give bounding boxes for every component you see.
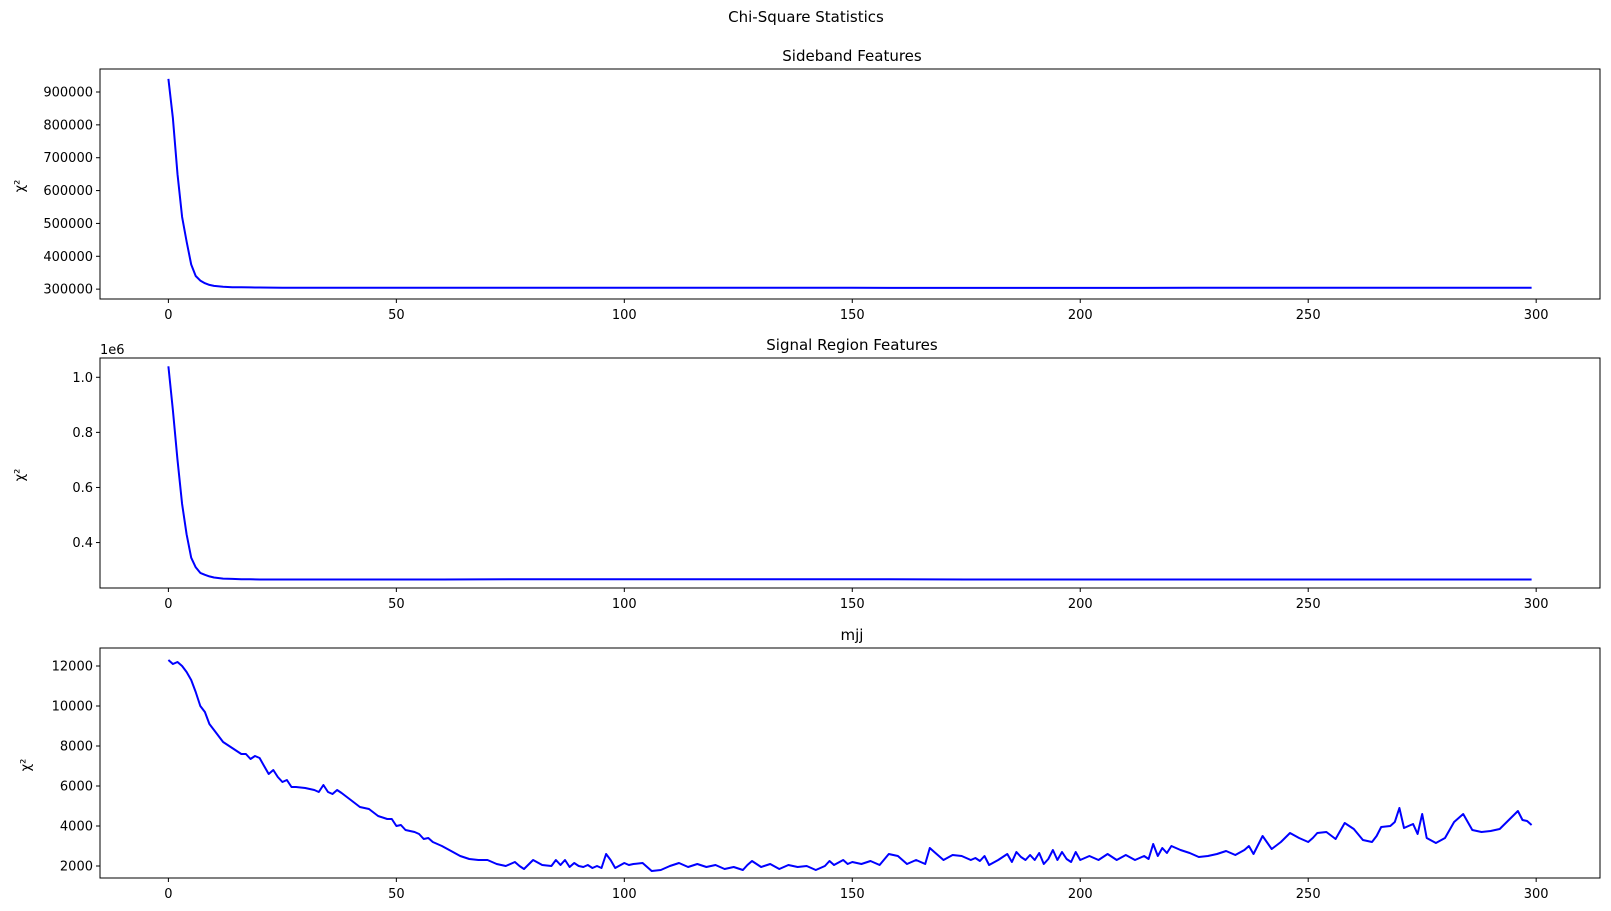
axes-frame [99, 68, 1601, 300]
y-tick-label: 8000 [60, 740, 93, 755]
y-tick-label: 0.6 [72, 481, 93, 496]
series-line [167, 78, 1532, 289]
y-tick-label: 600000 [43, 184, 93, 199]
x-tick-label: 150 [840, 597, 865, 612]
y-tick-label: 0.8 [72, 426, 93, 441]
y-tick-label: 1.0 [72, 371, 93, 386]
x-tick-label: 0 [164, 597, 172, 612]
x-tick-label: 100 [612, 597, 637, 612]
series-line [167, 366, 1532, 581]
y-axis-offset-text: 1e6 [100, 343, 125, 358]
panel-title: Signal Region Features [766, 336, 938, 354]
y-axis-label: χ² [19, 759, 34, 772]
mjj-panel: mjj χ² 0 50 100 150 200 250 300 2000 4000 6000 800… [19, 626, 1601, 902]
axes-frame [99, 647, 1601, 879]
x-tick-label: 300 [1524, 597, 1549, 612]
x-tick-label: 150 [840, 887, 865, 902]
panel-title: Sideband Features [782, 47, 922, 65]
x-tick-label: 50 [388, 887, 405, 902]
y-tick-label: 10000 [52, 700, 93, 715]
x-tick-label: 50 [388, 597, 405, 612]
y-tick-label: 900000 [43, 86, 93, 101]
sideband-features-panel: Sideband Features χ² 0 50 100 150 200 250 300 3… [13, 47, 1601, 323]
signal-region-features-panel: Signal Region Features χ² 1e6 0 50 100 150 2… [13, 336, 1601, 612]
x-tick-label: 50 [388, 308, 405, 323]
y-tick-label: 4000 [60, 820, 93, 835]
y-tick-label: 6000 [60, 780, 93, 795]
x-tick-label: 200 [1068, 887, 1093, 902]
x-tick-label: 250 [1296, 597, 1321, 612]
figure-suptitle: Chi-Square Statistics [728, 8, 884, 26]
y-axis-label: χ² [13, 469, 28, 482]
series-line [167, 659, 1533, 872]
x-tick-label: 150 [840, 308, 865, 323]
x-tick-label: 300 [1524, 887, 1549, 902]
y-tick-label: 800000 [43, 118, 93, 133]
x-tick-label: 250 [1296, 308, 1321, 323]
panel-title: mjj [841, 626, 864, 644]
x-tick-label: 200 [1068, 597, 1093, 612]
y-tick-label: 400000 [43, 250, 93, 265]
x-tick-label: 200 [1068, 308, 1093, 323]
x-tick-label: 300 [1524, 308, 1549, 323]
x-tick-label: 100 [612, 308, 637, 323]
y-tick-label: 2000 [60, 860, 93, 875]
axes-frame [99, 357, 1601, 589]
x-tick-label: 250 [1296, 887, 1321, 902]
y-tick-label: 500000 [43, 217, 93, 232]
y-tick-label: 12000 [52, 660, 93, 675]
y-tick-label: 700000 [43, 151, 93, 166]
x-tick-label: 100 [612, 887, 637, 902]
x-tick-label: 0 [164, 308, 172, 323]
y-tick-label: 0.4 [72, 536, 93, 551]
y-axis-label: χ² [13, 180, 28, 193]
y-tick-label: 300000 [43, 283, 93, 298]
x-tick-label: 0 [164, 887, 172, 902]
